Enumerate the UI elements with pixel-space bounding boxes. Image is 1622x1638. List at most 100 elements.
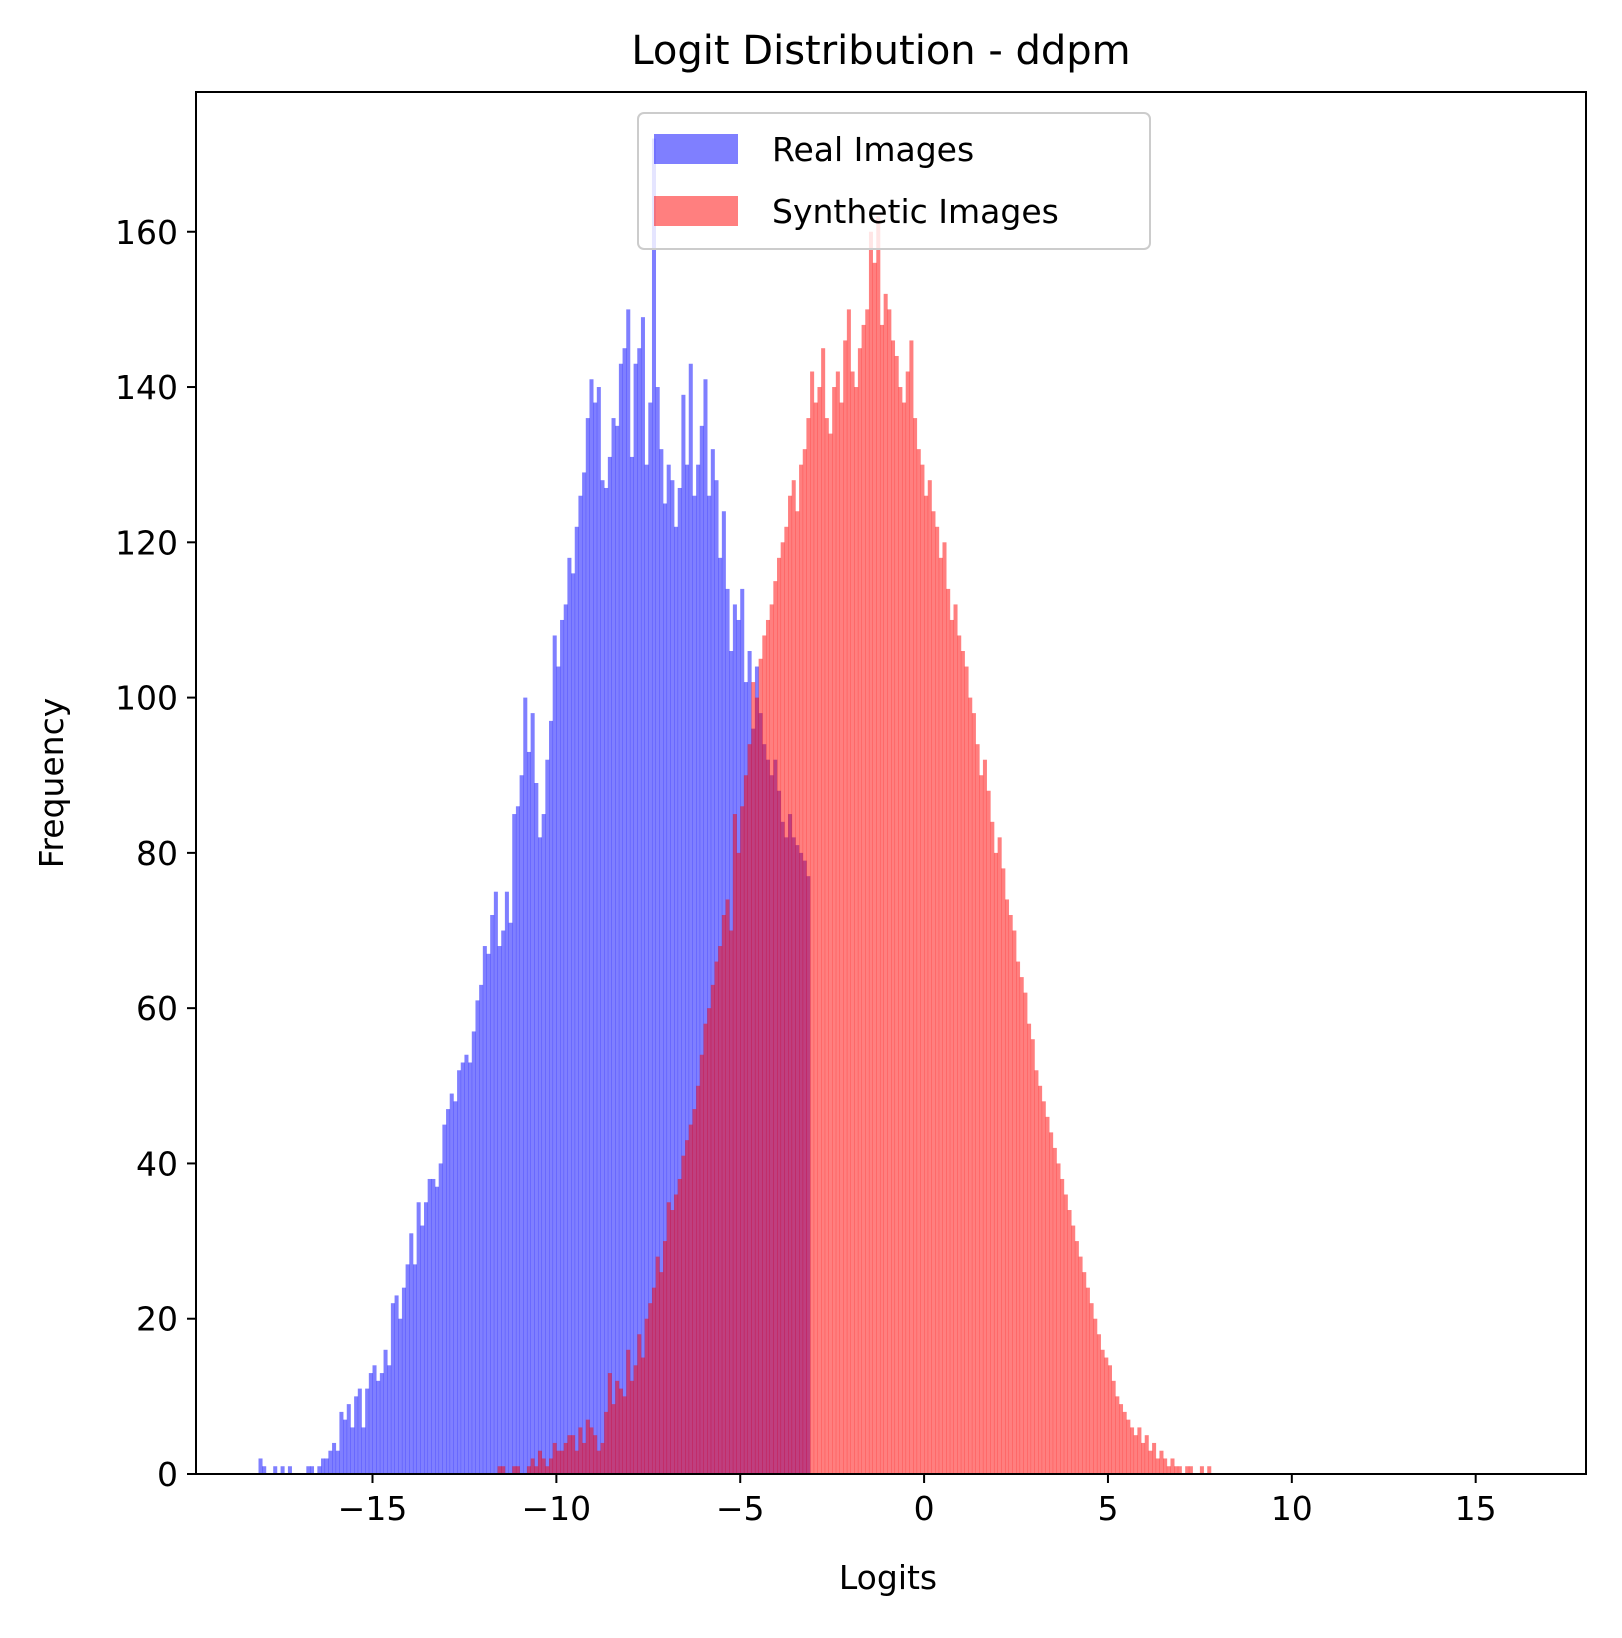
y-tick-label: 40 [136,1144,178,1183]
histogram-bar [571,1435,576,1474]
histogram-bar [979,775,984,1474]
histogram-bar [773,581,778,1474]
histogram-bar [677,487,682,1475]
histogram-bar [526,751,531,1474]
histogram-bar [611,418,616,1475]
histogram-bar [938,557,943,1474]
histogram-bar [729,930,734,1474]
histogram-bar [394,1295,399,1474]
histogram-bar [758,658,763,1474]
histogram-bar [699,425,704,1475]
histogram-bar [747,744,752,1474]
histogram-bar [306,1466,311,1474]
histogram-bar [582,472,587,1474]
histogram-bar [751,682,756,1474]
histogram-bar [435,1186,440,1474]
histogram-bar [696,464,701,1474]
histogram-bar [328,1450,333,1474]
legend-label-synthetic: Synthetic Images [772,192,1059,231]
histogram-bar [670,1210,675,1474]
histogram-bar [574,1450,579,1474]
histogram-bar [365,1388,370,1474]
histogram-bar [1012,930,1017,1474]
histogram-bar [1130,1427,1135,1474]
histogram-bar [552,635,557,1474]
histogram-bar [905,371,910,1474]
legend-swatch-synthetic [654,196,738,226]
histogram-bar [607,1373,612,1474]
histogram-bar [1034,1070,1039,1474]
histogram-bar [512,814,517,1474]
histogram-bar [681,1155,686,1474]
histogram-bar [1174,1466,1179,1474]
histogram-bar [1199,1466,1204,1474]
histogram-bar [968,697,973,1474]
y-axis: 0 20 40 60 80 100 120 140 160 [115,213,196,1494]
histogram-bar [515,1466,520,1474]
histogram-bar [593,402,598,1474]
histogram-bar [1063,1194,1068,1474]
histogram-bar [600,1442,605,1474]
y-tick-label: 140 [115,368,178,407]
histogram-bar [1107,1365,1112,1474]
histogram-bar [571,573,576,1474]
histogram-bar [1008,914,1013,1474]
histogram-bar [563,604,568,1474]
histogram-bar [637,348,642,1475]
histogram-bar [486,953,491,1474]
histogram-bar [273,1466,278,1474]
histogram-bar [405,1264,410,1474]
histogram-bar [982,759,987,1474]
histogram-bar [703,379,708,1474]
histogram-bar [1104,1357,1109,1474]
histogram-bar [714,961,719,1474]
histogram-bar [946,588,951,1474]
histogram-bar [523,697,528,1474]
histogram-bar [648,1303,653,1474]
histogram-bar [821,348,826,1475]
histogram-bar [887,309,892,1474]
histogram-bar [813,402,818,1474]
histogram-bar [593,1435,598,1474]
histogram-bar [710,984,715,1474]
histogram-bar [879,324,884,1474]
histogram-bar [1049,1132,1054,1474]
histogram-bar [780,542,785,1474]
histogram-bar [549,1458,554,1474]
histogram-bar [688,1124,693,1474]
histogram-bar [504,891,509,1474]
y-tick-label: 80 [136,834,178,873]
x-tick-label: 10 [1271,1489,1313,1528]
histogram-bar [1188,1466,1193,1474]
histogram-bar [839,402,844,1474]
histogram-bar [423,1202,429,1474]
histogram-bar [942,542,947,1474]
histogram-bar [398,1318,403,1474]
histogram-bar [696,1085,701,1474]
histogram-bar [530,713,535,1474]
histogram-bar [626,1349,631,1474]
histogram-bar [629,1380,634,1474]
series-1-bars [497,216,1212,1475]
histogram-bar [427,1178,432,1474]
histogram-bar [854,387,859,1474]
histogram-bar [1001,868,1006,1474]
histogram-bar [1126,1419,1131,1474]
histogram-bar [585,1419,590,1474]
histogram-bar [993,852,998,1474]
histogram-bar [490,914,495,1474]
histogram-bar [640,317,645,1474]
histogram-bar [633,1365,638,1474]
histogram-bar [354,1396,359,1474]
histogram-bar [1093,1318,1098,1474]
histogram-bar [902,402,907,1474]
histogram-bar [438,1163,443,1474]
histogram-bar [957,635,962,1474]
x-tick-label: −10 [522,1489,592,1528]
histogram-bar [640,1357,645,1474]
histogram-bar [637,1334,642,1474]
histogram-bar [685,1140,690,1474]
histogram-bar [309,1466,315,1474]
histogram-bar [1023,992,1028,1474]
histogram-bar [707,1008,712,1474]
